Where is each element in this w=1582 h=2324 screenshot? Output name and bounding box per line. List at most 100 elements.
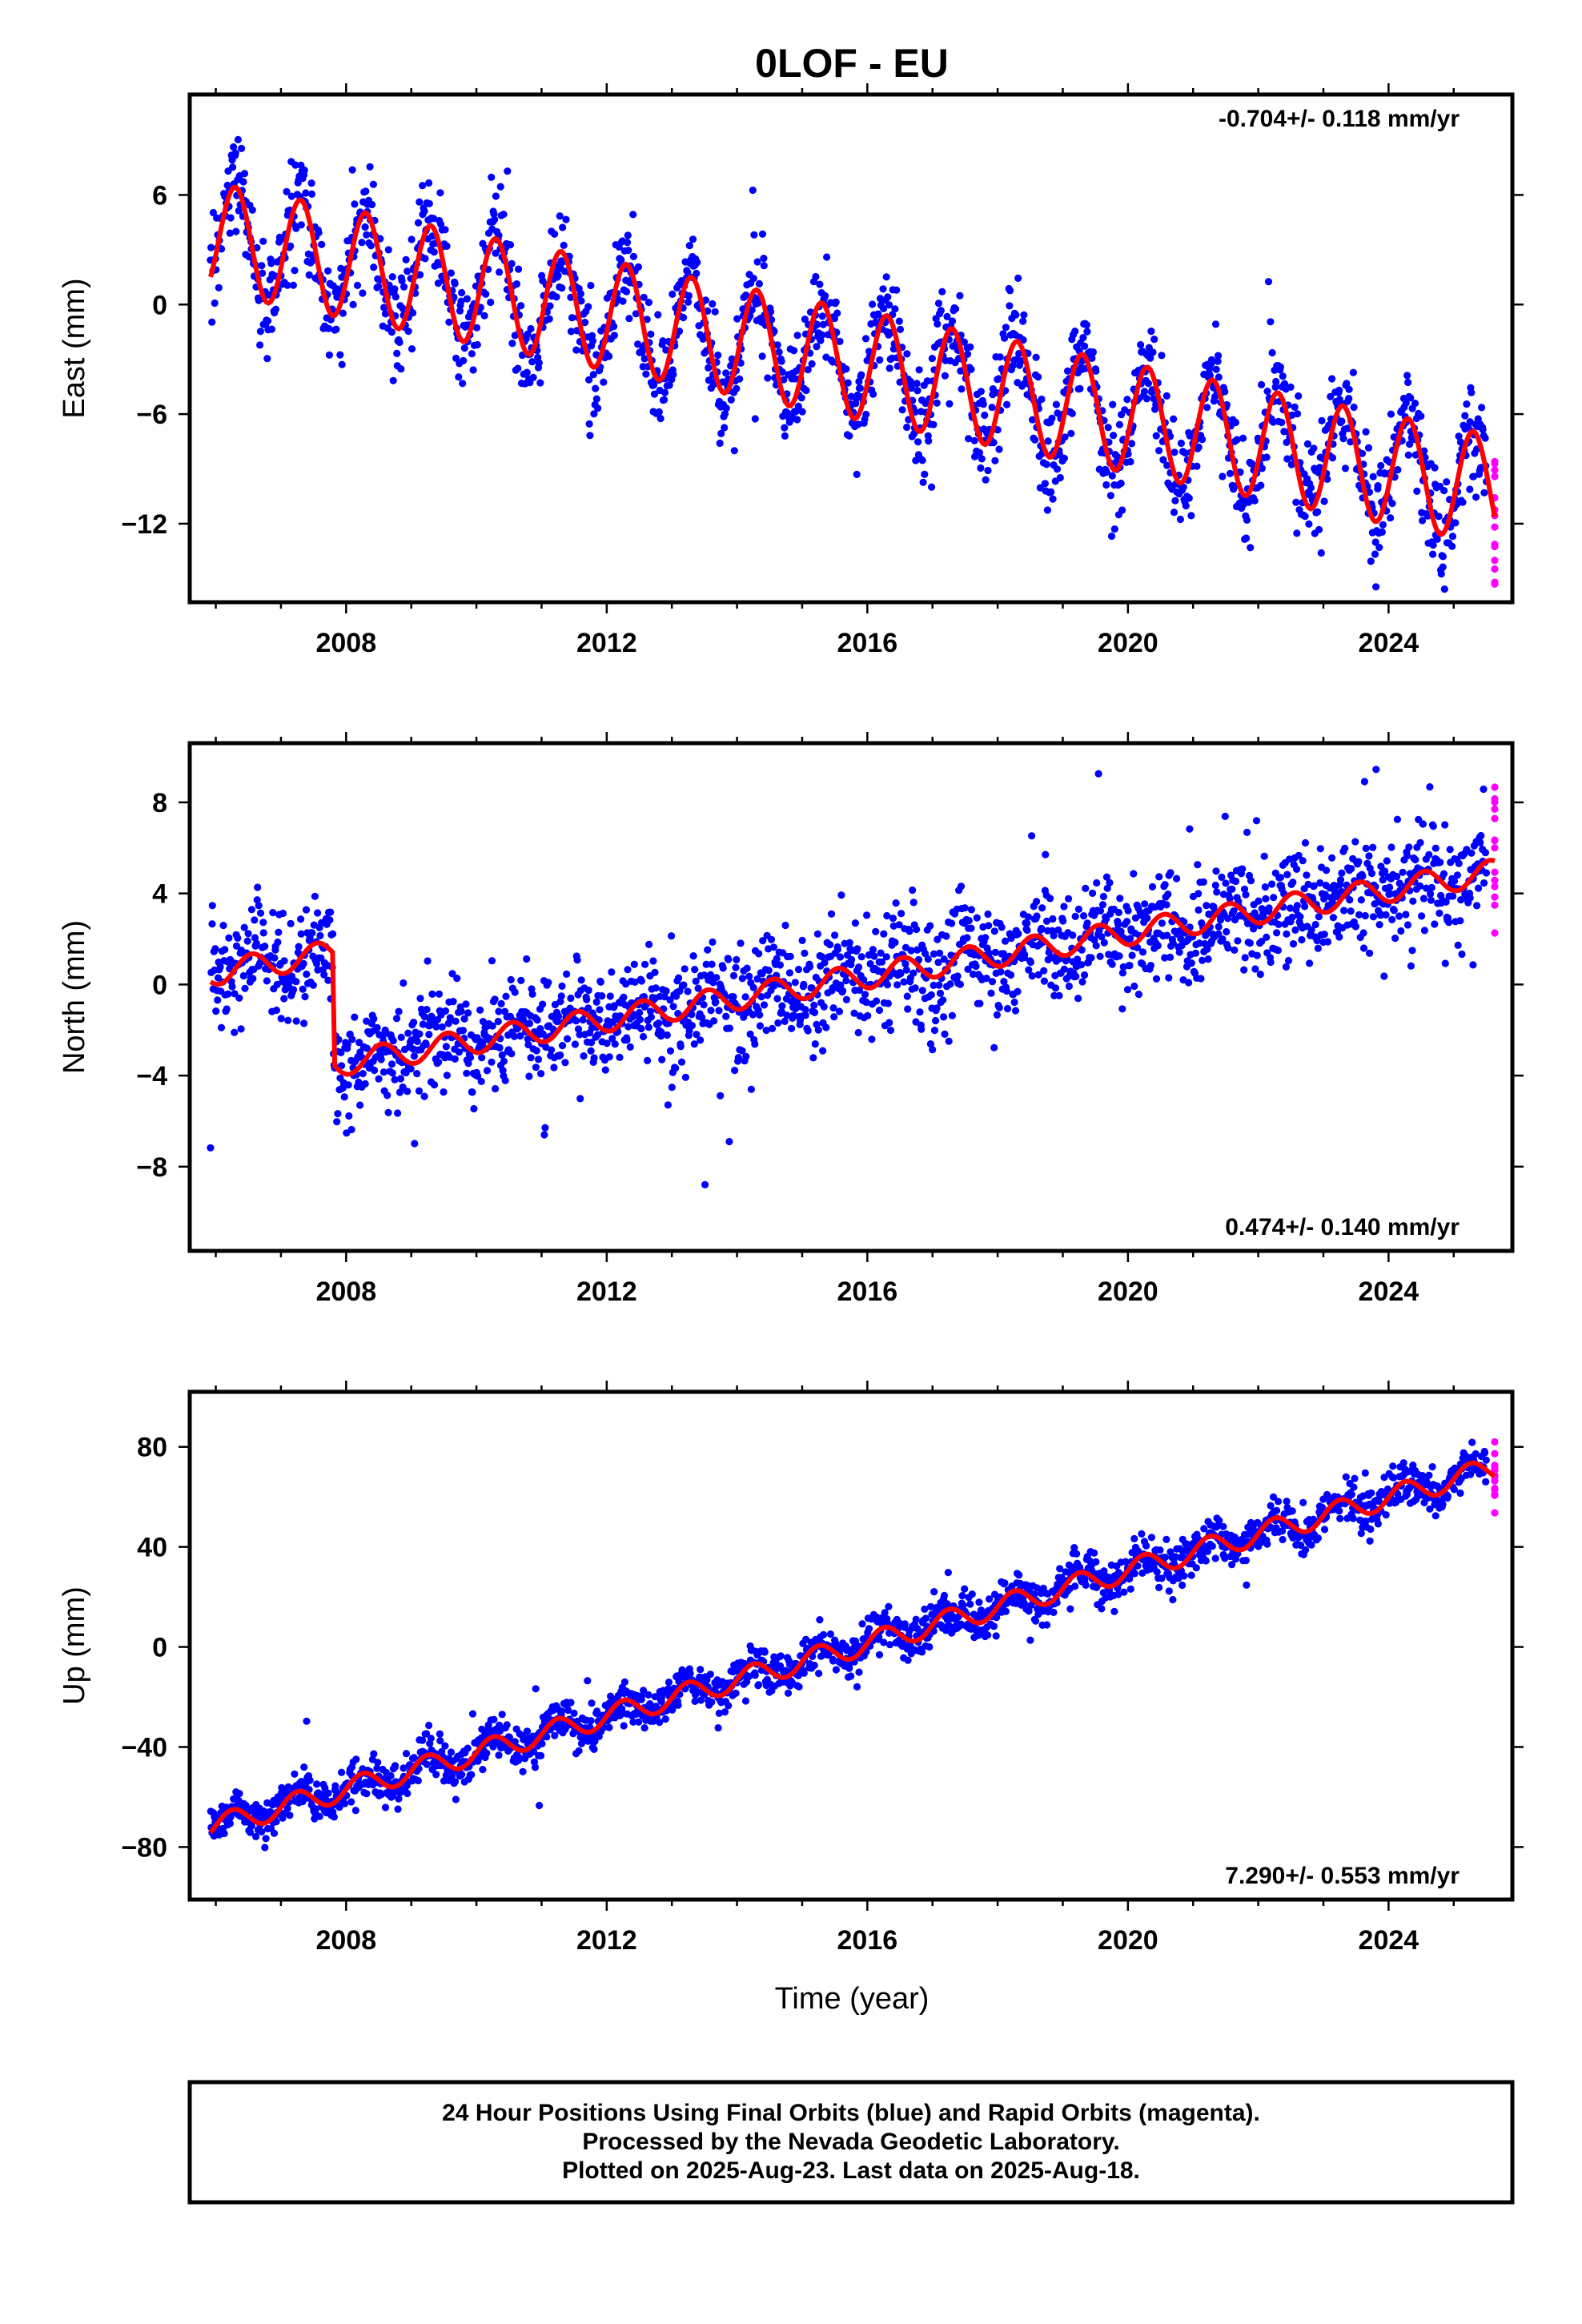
final-orbit-point bbox=[581, 319, 589, 327]
final-orbit-point bbox=[913, 387, 921, 395]
final-orbit-point bbox=[1131, 914, 1139, 922]
final-orbit-point bbox=[714, 351, 722, 360]
rapid-orbit-point bbox=[1491, 460, 1499, 468]
final-orbit-point bbox=[1375, 544, 1383, 552]
final-orbit-point bbox=[1386, 883, 1394, 891]
final-orbit-point bbox=[397, 1033, 405, 1041]
final-orbit-point bbox=[1078, 978, 1086, 986]
final-orbit-point bbox=[240, 170, 249, 178]
final-orbit-point bbox=[367, 242, 375, 250]
final-orbit-point bbox=[665, 1679, 673, 1687]
final-orbit-point bbox=[1002, 937, 1010, 945]
final-orbit-point bbox=[617, 255, 625, 264]
final-orbit-point bbox=[537, 1751, 545, 1759]
final-orbit-point bbox=[855, 1668, 863, 1676]
final-orbit-point bbox=[536, 379, 544, 387]
final-orbit-point bbox=[1409, 897, 1417, 905]
final-orbit-point bbox=[1257, 481, 1265, 489]
final-orbit-point bbox=[967, 906, 975, 914]
final-orbit-point bbox=[661, 993, 669, 1001]
final-orbit-point bbox=[353, 281, 362, 289]
final-orbit-point bbox=[698, 1013, 706, 1021]
final-orbit-point bbox=[680, 313, 688, 322]
x-tick-label: 2012 bbox=[576, 628, 637, 658]
final-orbit-point bbox=[893, 981, 901, 989]
final-orbit-point bbox=[1455, 859, 1463, 867]
final-orbit-point bbox=[507, 975, 515, 983]
rapid-orbit-point bbox=[1491, 541, 1499, 549]
final-orbit-point bbox=[1001, 334, 1009, 342]
final-orbit-point bbox=[675, 328, 684, 336]
final-orbit-point bbox=[861, 991, 869, 999]
final-orbit-point bbox=[339, 309, 347, 317]
final-orbit-point bbox=[359, 289, 367, 297]
final-orbit-point bbox=[707, 1007, 715, 1015]
final-orbit-point bbox=[229, 163, 237, 171]
final-orbit-point bbox=[551, 230, 559, 238]
final-orbit-point bbox=[965, 435, 973, 443]
final-orbit-point bbox=[1108, 472, 1116, 480]
final-orbit-point bbox=[1023, 919, 1031, 927]
final-orbit-point bbox=[267, 325, 275, 333]
final-orbit-point bbox=[736, 375, 744, 383]
final-orbit-point bbox=[1060, 903, 1068, 911]
final-orbit-point bbox=[865, 1625, 873, 1633]
final-orbit-point bbox=[1071, 328, 1079, 336]
final-orbit-point bbox=[1431, 920, 1439, 928]
final-orbit-point bbox=[383, 1092, 391, 1100]
final-orbit-point bbox=[1350, 403, 1358, 412]
final-orbit-point bbox=[929, 1046, 937, 1054]
final-orbit-point bbox=[804, 1027, 812, 1035]
final-orbit-point bbox=[1163, 461, 1171, 469]
final-orbit-point bbox=[217, 1023, 226, 1031]
final-orbit-point bbox=[1321, 891, 1329, 899]
final-orbit-point bbox=[860, 975, 868, 984]
final-orbit-point bbox=[951, 305, 960, 313]
final-orbit-point bbox=[777, 357, 785, 365]
final-orbit-point bbox=[1435, 909, 1443, 917]
final-orbit-point bbox=[741, 1697, 750, 1705]
final-orbit-point bbox=[1215, 923, 1223, 931]
final-orbit-point bbox=[753, 975, 761, 983]
final-orbit-point bbox=[777, 1652, 785, 1660]
final-orbit-point bbox=[586, 432, 594, 440]
final-orbit-point bbox=[1268, 348, 1276, 357]
final-orbit-point bbox=[410, 1754, 418, 1762]
final-orbit-point bbox=[1374, 482, 1382, 490]
final-orbit-point bbox=[447, 269, 456, 277]
final-orbit-point bbox=[655, 1019, 663, 1027]
final-orbit-point bbox=[483, 1749, 491, 1757]
final-orbit-point bbox=[640, 355, 648, 363]
final-orbit-point bbox=[701, 296, 710, 304]
final-orbit-point bbox=[1349, 368, 1357, 376]
final-orbit-point bbox=[363, 1790, 371, 1798]
final-orbit-point bbox=[423, 1760, 432, 1768]
final-orbit-point bbox=[348, 1035, 356, 1043]
final-orbit-point bbox=[474, 1072, 482, 1080]
final-orbit-point bbox=[1242, 891, 1250, 899]
final-orbit-point bbox=[857, 371, 865, 379]
final-orbit-point bbox=[1478, 404, 1486, 412]
final-orbit-point bbox=[261, 943, 269, 951]
final-orbit-point bbox=[640, 1724, 648, 1732]
final-orbit-point bbox=[664, 1101, 673, 1109]
final-orbit-point bbox=[1078, 946, 1086, 954]
final-orbit-point bbox=[1431, 844, 1439, 852]
final-orbit-point bbox=[1267, 318, 1275, 326]
final-orbit-point bbox=[934, 320, 942, 328]
final-orbit-point bbox=[598, 992, 606, 1000]
final-orbit-point bbox=[443, 1072, 452, 1080]
final-orbit-point bbox=[1103, 884, 1111, 892]
final-orbit-point bbox=[811, 1040, 819, 1048]
final-orbit-point bbox=[870, 952, 878, 960]
final-orbit-point bbox=[356, 1101, 364, 1109]
final-orbit-point bbox=[644, 299, 653, 307]
final-orbit-point bbox=[1323, 938, 1332, 946]
final-orbit-point bbox=[1203, 902, 1211, 910]
final-orbit-point bbox=[404, 1789, 412, 1798]
final-orbit-point bbox=[283, 281, 291, 289]
final-orbit-point bbox=[751, 1671, 759, 1679]
final-orbit-point bbox=[923, 377, 931, 385]
final-orbit-point bbox=[1185, 494, 1193, 502]
final-orbit-point bbox=[738, 975, 746, 983]
